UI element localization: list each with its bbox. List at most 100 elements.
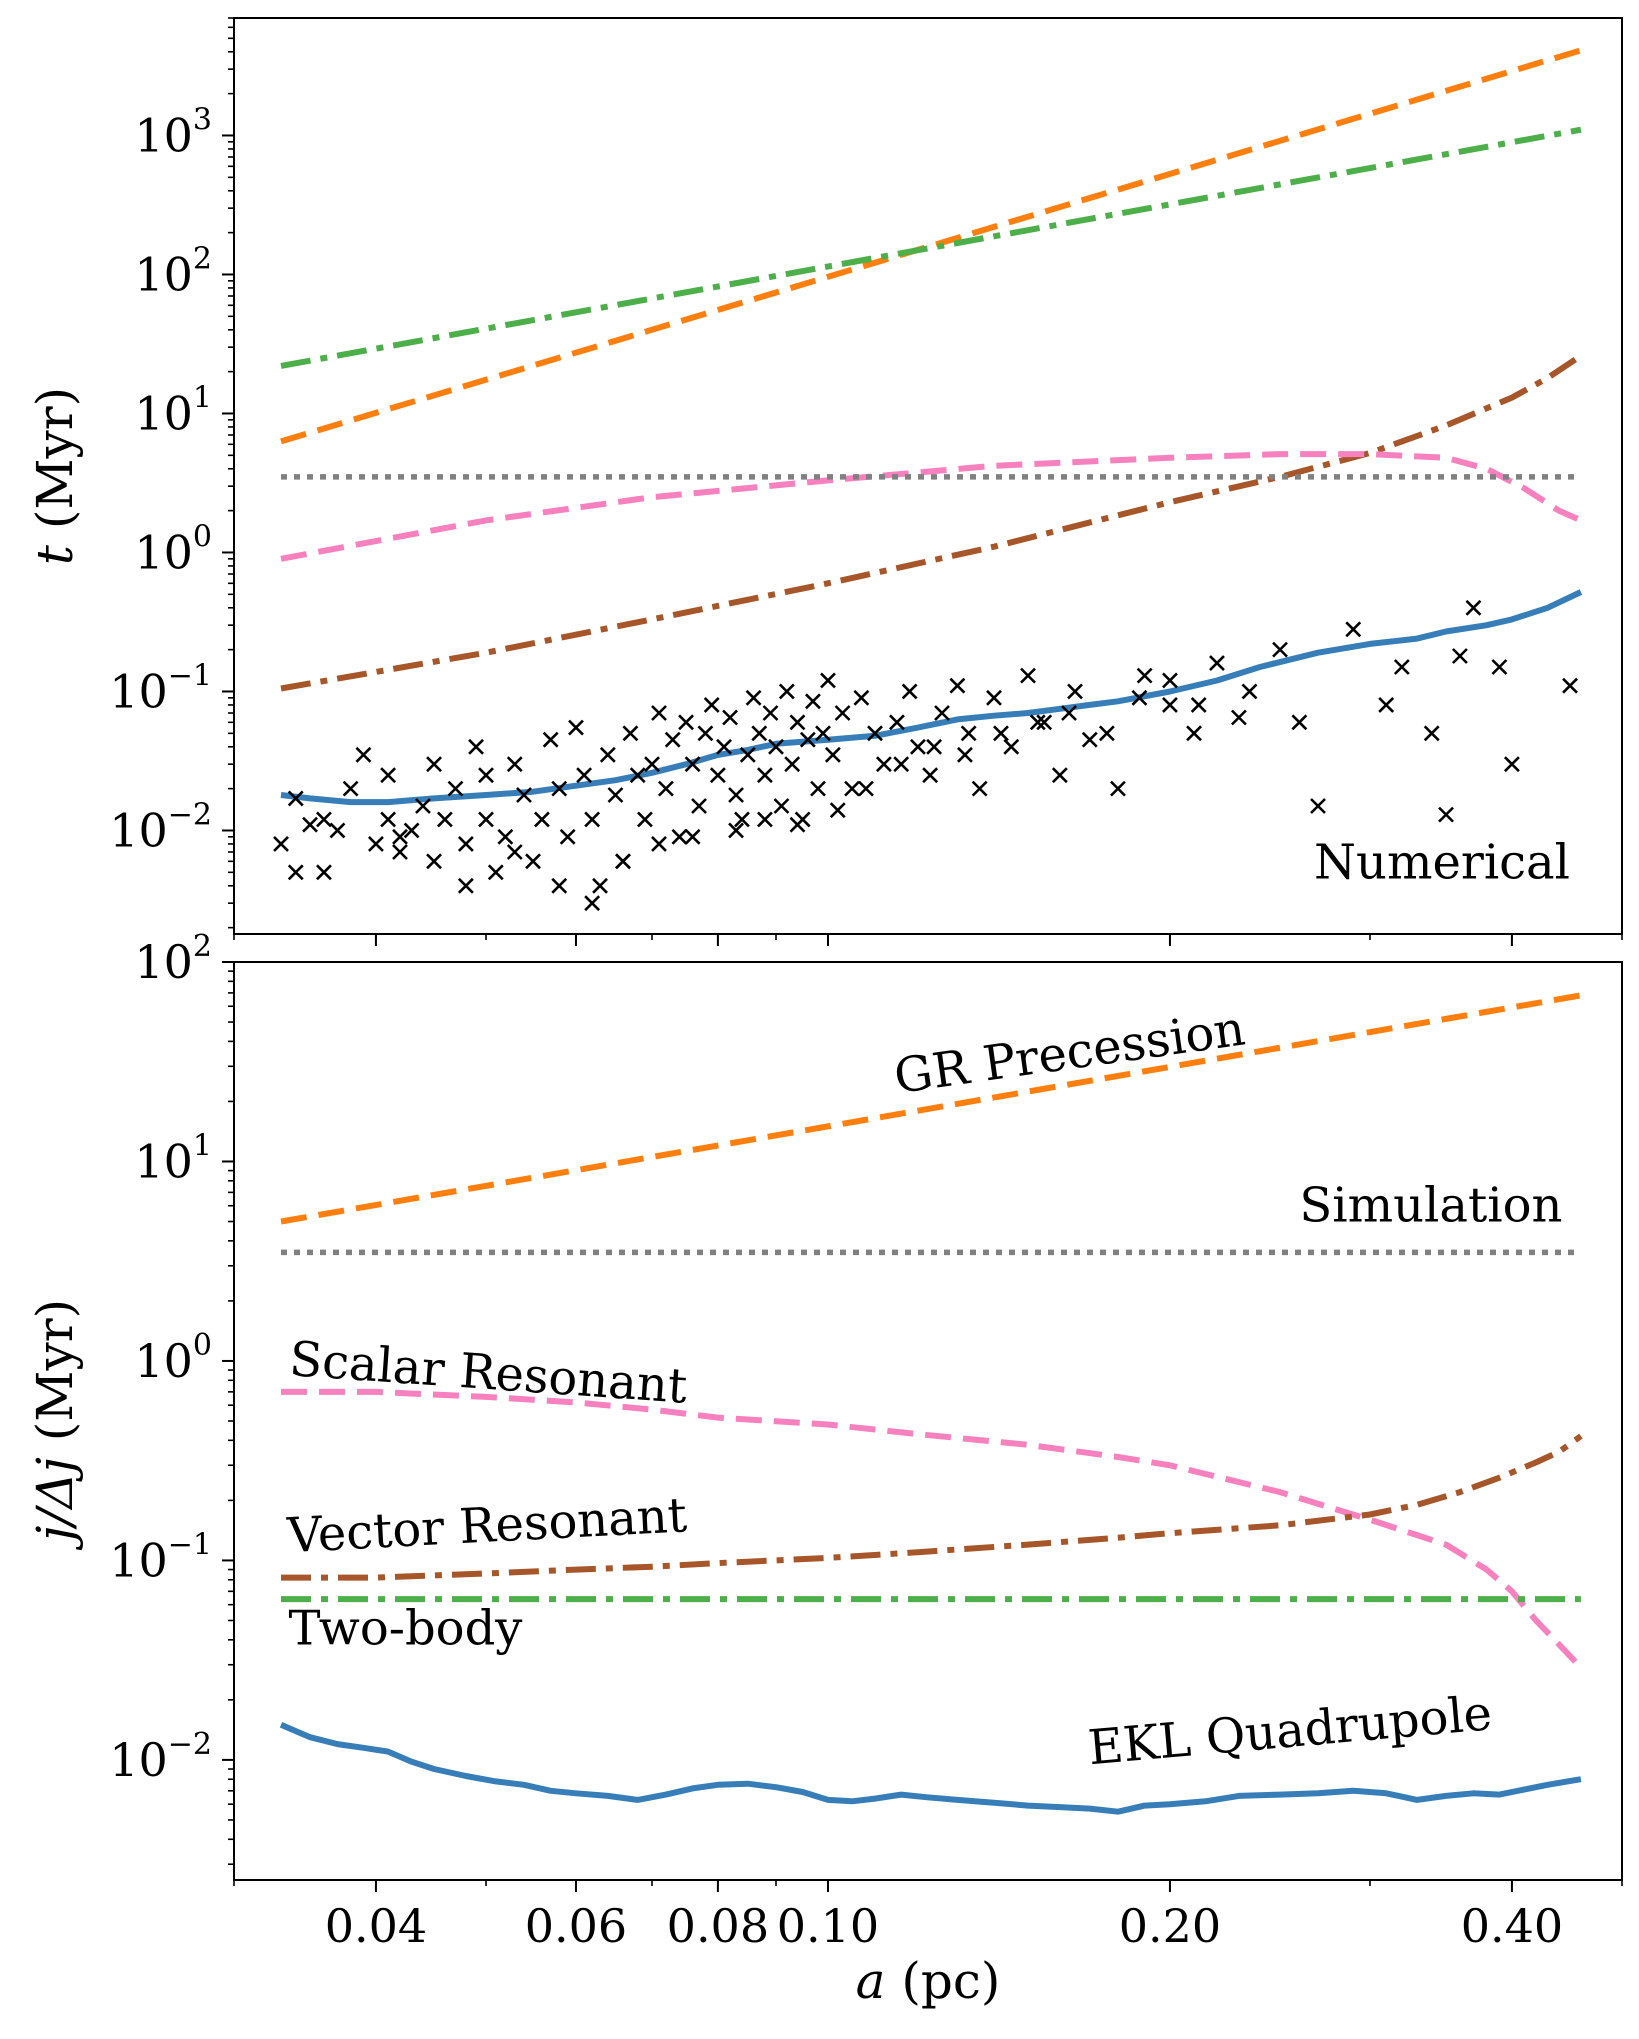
plot-area <box>273 47 1583 912</box>
scatter-point <box>415 798 431 814</box>
scatter-point <box>853 689 870 706</box>
y-tick-label: 10−2 <box>109 1727 212 1787</box>
scatter-point <box>622 725 639 742</box>
scatter-point <box>957 746 973 763</box>
scatter-point <box>1230 709 1247 726</box>
scatter-point <box>568 719 584 736</box>
annotation-numerical: Numerical <box>1314 835 1570 891</box>
scatter-point <box>1081 731 1098 748</box>
scatter-point <box>368 836 384 852</box>
scatter-point <box>1209 655 1225 672</box>
y-tick-label: 101 <box>134 1128 212 1188</box>
scatter-point <box>1491 659 1508 675</box>
scatter-point <box>551 877 568 894</box>
scatter-point <box>1452 648 1468 664</box>
scatter-point <box>922 767 939 784</box>
y-tick-label: 100 <box>134 519 212 579</box>
scatter-point <box>497 828 514 845</box>
scatter-point <box>329 822 346 839</box>
scatter-point <box>1131 689 1148 706</box>
scatter-point <box>910 738 926 755</box>
scatter-point <box>1241 683 1258 700</box>
scatter-point <box>1272 641 1288 658</box>
scatter-point <box>684 828 701 845</box>
series-line-vector-resonant <box>280 353 1583 692</box>
scatter-point <box>805 693 821 710</box>
y-axis-label-text: j/Δj (Myr) <box>26 1299 84 1551</box>
scatter-point <box>734 811 750 828</box>
scatter-point <box>684 756 701 773</box>
scatter-point <box>436 811 453 828</box>
scatter-point <box>651 836 667 852</box>
scatter-point <box>1036 714 1053 731</box>
scatter-point <box>403 822 420 839</box>
series-line-gr-precession <box>280 47 1582 445</box>
x-tick-label: 0.08 <box>667 1899 769 1953</box>
annotation-gr-precession: GR Precession <box>891 1000 1248 1105</box>
series-line-scalar-resonant <box>281 1388 1584 1670</box>
scatter-point <box>1029 714 1046 731</box>
scatter-point <box>1438 806 1454 823</box>
scatter-point <box>1393 659 1410 675</box>
top-panel: 10−2 10−1 100 101 102 103 Numerical <box>109 17 1623 946</box>
scatter-point <box>960 725 977 742</box>
x-tick-label: 0.06 <box>525 1899 627 1953</box>
scatter-point <box>756 767 773 784</box>
scatter-point <box>709 767 726 784</box>
scatter-point <box>506 756 523 773</box>
scatter-point <box>576 767 593 784</box>
scatter-point <box>1562 677 1578 694</box>
scatter-point <box>664 731 681 748</box>
scatter-point <box>829 802 846 819</box>
x-axis-label-text: a (pc) <box>856 1952 1001 2010</box>
x-tick-label: 0.40 <box>1461 1899 1563 1953</box>
scatter-point <box>728 787 744 803</box>
scatter-point <box>592 877 608 894</box>
scatter-point <box>629 767 646 784</box>
scatter-point <box>697 725 714 742</box>
scatter-point <box>728 822 744 839</box>
scatter-point <box>875 756 892 773</box>
scatter-point <box>893 756 910 773</box>
scatter-point <box>615 853 631 870</box>
y-tick-label: 102 <box>134 241 212 301</box>
bottom-y-axis-label: j/Δj (Myr) <box>26 1299 84 1551</box>
scatter-point <box>468 738 484 755</box>
scatter-point <box>1423 725 1440 742</box>
scatter-point <box>644 756 660 773</box>
scatter-point <box>867 725 883 742</box>
scatter-point <box>1110 780 1126 797</box>
scatter-point <box>789 816 806 833</box>
scatter-point <box>756 811 773 828</box>
scatter-point <box>1465 599 1482 616</box>
scatter-point <box>316 811 332 828</box>
x-tick-label: 0.10 <box>777 1899 879 1953</box>
scatter-point <box>487 864 504 881</box>
scatter-point <box>1190 697 1207 713</box>
scatter-point <box>287 864 304 881</box>
scatter-point <box>516 787 532 803</box>
y-tick-label: 101 <box>134 380 212 440</box>
scatter-point <box>722 709 738 726</box>
scatter-point <box>392 844 408 860</box>
series-line-gr-precession <box>280 992 1582 1225</box>
scatter-point <box>651 705 667 721</box>
scatter-point <box>1098 725 1115 742</box>
scatter-point <box>559 828 576 845</box>
scatter-point <box>844 780 860 797</box>
y-tick-label: 100 <box>134 1328 212 1388</box>
scatter-point <box>1291 714 1308 731</box>
scatter-point <box>858 780 874 797</box>
scatter-point <box>778 683 795 700</box>
scatter-point <box>1503 756 1520 773</box>
scatter-point <box>986 689 1002 706</box>
scatter-point <box>789 714 806 731</box>
series-line-ekl-quadrupole <box>280 589 1583 806</box>
scatter-point <box>316 864 332 881</box>
scatter-point <box>901 683 918 700</box>
annotation-scalar-resonant: Scalar Resonant <box>288 1331 689 1415</box>
scatter-point <box>478 767 494 784</box>
scatter-point <box>447 780 464 797</box>
annotation-simulation: Simulation <box>1299 1178 1562 1234</box>
